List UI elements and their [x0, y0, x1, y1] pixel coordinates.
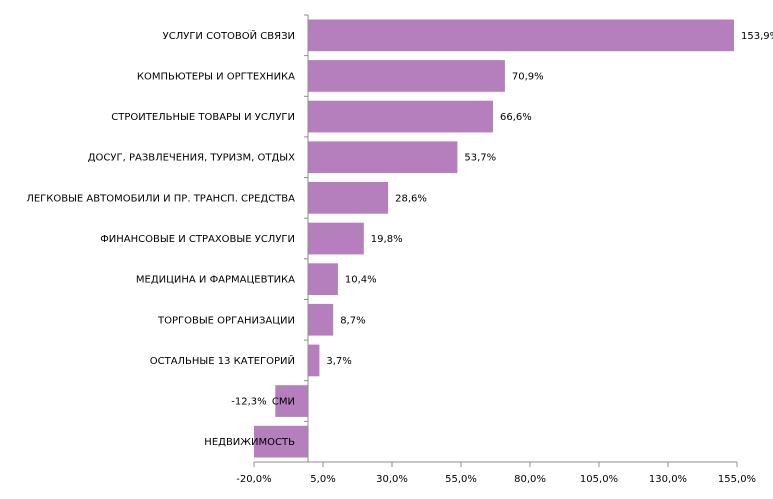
category-label: МЕДИЦИНА И ФАРМАЦЕВТИКА	[136, 275, 295, 286]
x-tick-label: 30,0%	[376, 474, 408, 485]
data-label: 66,6%	[500, 112, 532, 123]
bars-layer	[254, 19, 734, 458]
category-label: ДОСУГ, РАЗВЛЕЧЕНИЯ, ТУРИЗМ, ОТДЫХ	[88, 153, 295, 164]
data-label: 19,8%	[371, 234, 403, 245]
category-label: НЕДВИЖИМОСТЬ	[204, 437, 295, 448]
data-label: 70,9%	[512, 72, 544, 83]
bar	[308, 19, 734, 52]
x-tick-label: 80,0%	[514, 474, 546, 485]
x-tick-label: 105,0%	[580, 474, 618, 485]
bar	[275, 385, 308, 417]
category-label: СТРОИТЕЛЬНЫЕ ТОВАРЫ И УСЛУГИ	[111, 112, 295, 123]
bar	[308, 182, 389, 214]
data-label: 3,7%	[326, 356, 351, 367]
category-label: ФИНАНСОВЫЕ И СТРАХОВЫЕ УСЛУГИ	[100, 234, 295, 245]
category-label: ЛЕГКОВЫЕ АВТОМОБИЛИ И ПР. ТРАНСП. СРЕДСТ…	[26, 193, 295, 204]
bar	[308, 60, 505, 92]
bar	[308, 141, 458, 174]
bar	[254, 425, 308, 458]
data-label: -12,3%	[231, 397, 266, 408]
bar	[308, 100, 493, 133]
bar	[308, 344, 320, 377]
x-tick-label: 155,0%	[718, 474, 756, 485]
category-label: СМИ	[272, 397, 295, 408]
x-tick-label: -20,0%	[236, 474, 271, 485]
x-tick-label: 5,0%	[310, 474, 335, 485]
axes-layer	[253, 14, 738, 467]
data-label: 8,7%	[340, 315, 365, 326]
data-label: 28,6%	[395, 193, 427, 204]
data-label: 10,4%	[345, 275, 377, 286]
data-label: 53,7%	[464, 153, 496, 164]
bar	[308, 263, 338, 295]
category-label: ТОРГОВЫЕ ОРГАНИЗАЦИИ	[157, 315, 295, 326]
bar	[308, 222, 364, 255]
labels-layer: УСЛУГИ СОТОВОЙ СВЯЗИ 153,9% КОМПЬЮТЕРЫ И О…	[26, 29, 773, 485]
category-label: УСЛУГИ СОТОВОЙ СВЯЗИ	[163, 29, 295, 42]
x-tick-label: 55,0%	[445, 474, 477, 485]
data-label: 153,9%	[741, 31, 773, 42]
category-label: КОМПЬЮТЕРЫ И ОРГТЕХНИКА	[137, 72, 295, 83]
bar	[308, 303, 334, 336]
category-label: ОСТАЛЬНЫЕ 13 КАТЕГОРИЙ	[150, 354, 295, 367]
x-tick-label: 130,0%	[649, 474, 687, 485]
